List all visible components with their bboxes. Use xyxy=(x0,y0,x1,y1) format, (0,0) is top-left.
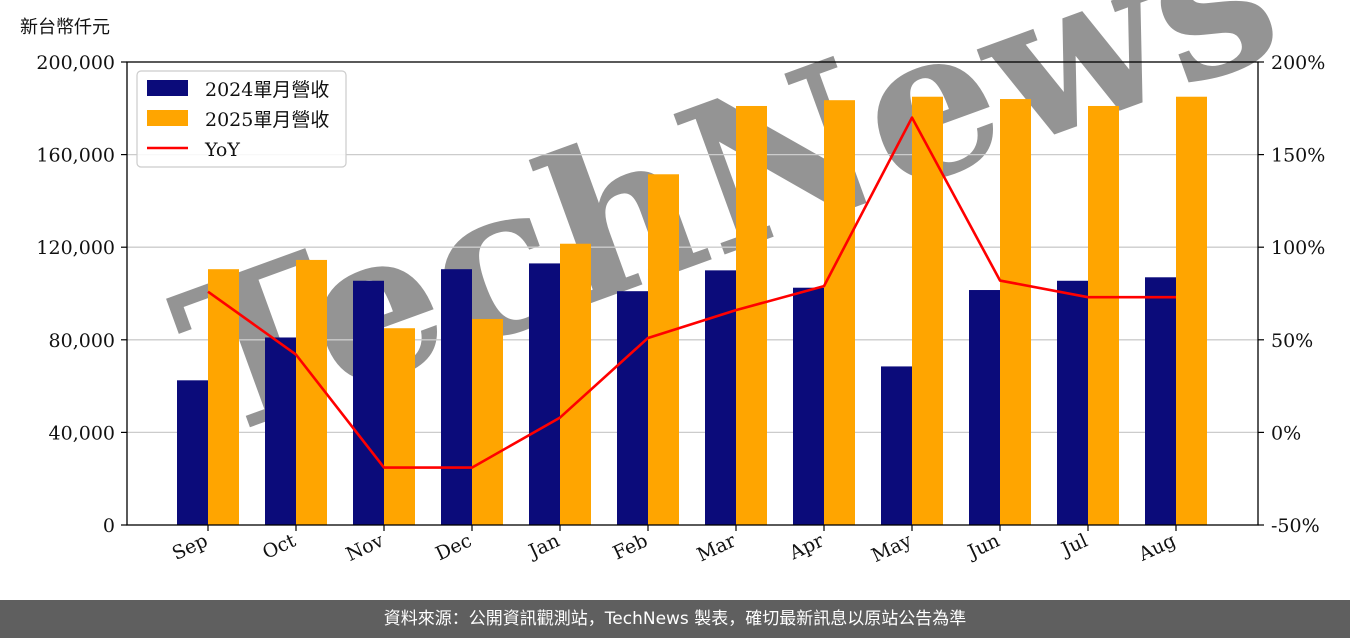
bar-2025-oct xyxy=(296,259,327,525)
left-tick-label: 80,000 xyxy=(49,330,115,352)
x-tick-label: Jun xyxy=(963,530,1003,564)
left-tick-label: 0 xyxy=(103,515,115,537)
x-tick-label: Aug xyxy=(1134,530,1179,566)
legend-label-2025: 2025單月營收 xyxy=(205,109,329,131)
left-tick-label: 120,000 xyxy=(36,237,115,259)
plot-frame xyxy=(126,61,1259,526)
right-tick-label: 0% xyxy=(1271,422,1301,444)
bar-2025-feb xyxy=(648,174,679,525)
left-tick-label: 160,000 xyxy=(36,145,115,167)
bar-2025-dec xyxy=(472,318,503,525)
bar-2024-may xyxy=(881,366,912,525)
bar-series xyxy=(177,96,1207,526)
legend-swatch-2025 xyxy=(147,110,188,126)
yoy-line-series xyxy=(207,116,1176,469)
right-axis: -50% 0% 50% 100% 150% 200% xyxy=(1258,52,1325,537)
x-tick-label: May xyxy=(868,529,915,567)
left-axis: 0 40,000 80,000 120,000 160,000 200,000 xyxy=(36,52,127,537)
x-tick-label: Nov xyxy=(343,529,388,565)
x-tick-label: Feb xyxy=(610,530,652,565)
bar-2024-nov xyxy=(353,280,384,525)
bar-2025-nov xyxy=(384,328,415,525)
unit-label: 新台幣仟元 xyxy=(20,17,110,38)
x-tick-label: Jan xyxy=(524,530,563,564)
right-tick-label: -50% xyxy=(1271,515,1320,537)
right-tick-label: 50% xyxy=(1271,330,1313,352)
left-tick-label: 200,000 xyxy=(36,52,115,74)
x-axis: Sep Oct Nov Dec Jan Feb Mar Apr May Jun Jul Aug xyxy=(169,525,1179,567)
plot-border xyxy=(126,61,1259,526)
bar-2024-jun xyxy=(969,290,1000,525)
x-tick-label: Oct xyxy=(259,529,299,563)
bar-2025-aug xyxy=(1176,96,1207,525)
x-tick-label: Sep xyxy=(169,530,211,565)
bar-2024-oct xyxy=(265,337,296,525)
bar-2024-jan xyxy=(529,263,560,525)
x-tick-label: Dec xyxy=(432,530,475,566)
x-tick-label: Mar xyxy=(694,529,740,566)
x-tick-label: Apr xyxy=(785,529,828,565)
left-tick-label: 40,000 xyxy=(49,422,115,444)
bar-2025-may xyxy=(912,96,943,525)
bar-2024-feb xyxy=(617,291,648,525)
right-tick-label: 100% xyxy=(1271,237,1325,259)
right-tick-label: 200% xyxy=(1271,52,1325,74)
bar-2024-aug xyxy=(1145,277,1176,525)
bar-2025-jun xyxy=(1000,99,1031,525)
bar-2024-jul xyxy=(1057,280,1088,525)
right-tick-label: 150% xyxy=(1271,145,1325,167)
bar-2025-jul xyxy=(1088,105,1119,526)
yoy-line xyxy=(207,116,1176,469)
bar-2024-mar xyxy=(705,270,736,525)
x-tick-label: Jul xyxy=(1056,530,1091,562)
legend-box xyxy=(136,70,347,168)
revenue-chart: 新台幣仟元 TechNews 040,00080,000120,000160,0… xyxy=(20,0,1325,567)
bar-2025-jan xyxy=(560,243,591,526)
legend: 2024單月營收 2025單月營收 YoY xyxy=(136,70,347,168)
bar-2024-apr xyxy=(793,287,824,525)
legend-swatch-2024 xyxy=(147,80,188,96)
bar-2024-dec xyxy=(441,269,472,525)
legend-label-yoy: YoY xyxy=(204,139,240,161)
bar-2024-sep xyxy=(177,380,208,525)
bar-2025-sep xyxy=(208,269,239,525)
source-footer: 資料來源：公開資訊觀測站，TechNews 製表，確切最新訊息以原站公告為準 xyxy=(0,600,1350,638)
bar-2025-apr xyxy=(824,100,855,525)
bar-2025-mar xyxy=(736,105,767,526)
legend-label-2024: 2024單月營收 xyxy=(205,79,329,101)
